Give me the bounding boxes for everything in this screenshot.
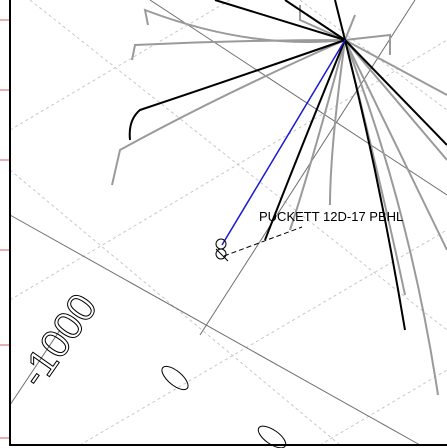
well-trajectories — [111, 0, 447, 396]
contour-oval — [257, 425, 287, 448]
selected-well[interactable] — [221, 39, 346, 246]
contour-oval — [161, 365, 189, 391]
section-lines — [9, 0, 447, 446]
well-label: PUCKETT 12D-17 PBHL — [259, 209, 403, 224]
label-leader — [223, 226, 303, 257]
edge-ticks — [0, 19, 9, 439]
pbhl-marker — [215, 238, 229, 262]
map-frame — [9, 0, 447, 446]
